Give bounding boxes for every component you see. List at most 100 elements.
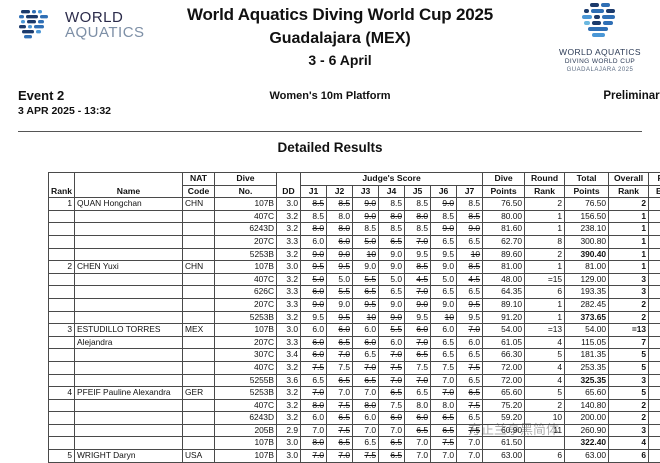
- cell-dd: 3.2: [277, 248, 301, 261]
- cell-rank: 3: [49, 324, 75, 337]
- judge-score: 6.5: [416, 387, 428, 397]
- judge-score-dropped: 9.0: [338, 249, 350, 259]
- cell-total-points: 260.90: [565, 424, 609, 437]
- judge-score: 9.0: [442, 261, 454, 271]
- judge-score-dropped: 8.0: [312, 223, 324, 233]
- cell-judge-6: 8.0: [431, 399, 457, 412]
- judge-score-dropped: 8.0: [312, 437, 324, 447]
- cell-total-points: 238.10: [565, 223, 609, 236]
- judge-score-dropped: 9.0: [442, 223, 454, 233]
- col-j6: J6: [431, 185, 457, 198]
- judge-score: 8.5: [468, 198, 480, 208]
- cell-round-rank: 4: [525, 361, 565, 374]
- judge-score: 7.0: [468, 450, 480, 460]
- col-total-points-l1: Total: [565, 173, 609, 186]
- cell-judge-7: 7.0: [457, 450, 483, 463]
- cell-judge-5: 6.0: [405, 412, 431, 425]
- cell-dd: 3.6: [277, 374, 301, 387]
- cell-dive-no: 107B: [215, 450, 277, 463]
- cell-judge-4: 9.0: [379, 248, 405, 261]
- cell-dd: 3.2: [277, 412, 301, 425]
- judge-score-dropped: 6.0: [364, 337, 376, 347]
- cell-name-cont: [75, 437, 183, 450]
- cell-rank-cont: [49, 349, 75, 362]
- cell-nat-cont: [183, 349, 215, 362]
- cell-round-rank: 11: [525, 424, 565, 437]
- judge-score: 6.5: [364, 437, 376, 447]
- cell-judge-1: 8.0: [301, 223, 327, 236]
- judge-score-dropped: 6.5: [338, 437, 350, 447]
- col-j5: J5: [405, 185, 431, 198]
- cell-round-rank: 4: [525, 336, 565, 349]
- judge-score-dropped: 6.5: [364, 375, 376, 385]
- cell-judge-2: 7.5: [327, 424, 353, 437]
- cell-judge-7: 9.0: [457, 223, 483, 236]
- judge-score: 6.0: [468, 337, 480, 347]
- judge-score-dropped: 7.0: [390, 375, 402, 385]
- judge-score-dropped: 9.0: [364, 198, 376, 208]
- judge-score-dropped: 7.5: [338, 400, 350, 410]
- cell-dd: 3.2: [277, 210, 301, 223]
- cell-judge-1: 5.0: [301, 273, 327, 286]
- cell-round-rank: 8: [525, 235, 565, 248]
- cell-name-cont: [75, 399, 183, 412]
- col-name: Name: [75, 173, 183, 198]
- cell-judge-3: 6.0: [353, 336, 379, 349]
- judge-score-dropped: 6.5: [390, 236, 402, 246]
- judge-score-dropped: 9.5: [364, 299, 376, 309]
- cell-round-rank: 1: [525, 223, 565, 236]
- col-points-behind-l1: Points: [649, 173, 660, 186]
- cell-dive-no: 307C: [215, 349, 277, 362]
- judge-score-dropped: 9.0: [312, 249, 324, 259]
- col-dive-no-l1: Dive: [215, 173, 277, 186]
- cell-points-behind: 38.10: [649, 412, 660, 425]
- judge-score: 7.0: [390, 425, 402, 435]
- judge-score: 7.0: [312, 425, 324, 435]
- cell-judge-2: 5.5: [327, 286, 353, 299]
- cell-judge-7: 6.0: [457, 336, 483, 349]
- cell-round-rank: 10: [525, 412, 565, 425]
- cell-judge-7: 6.5: [457, 387, 483, 400]
- judge-score-dropped: 7.0: [364, 362, 376, 372]
- cell-judge-5: 7.0: [405, 235, 431, 248]
- cell-total-points: 200.00: [565, 412, 609, 425]
- cell-total-points: 373.65: [565, 311, 609, 324]
- cell-judge-2: 6.5: [327, 437, 353, 450]
- cell-dive-points: 54.00: [483, 324, 525, 337]
- judge-score: 5.0: [338, 274, 350, 284]
- judge-score-dropped: 9.0: [390, 312, 402, 322]
- cell-dive-no: 5255B: [215, 374, 277, 387]
- cell-rank-cont: [49, 223, 75, 236]
- cell-points-behind: 56.75: [649, 349, 660, 362]
- judge-score-dropped: 5.0: [364, 236, 376, 246]
- cell-judge-1: 6.0: [301, 324, 327, 337]
- cell-round-rank: 6: [525, 450, 565, 463]
- cell-judge-3: 7.0: [353, 361, 379, 374]
- cell-judge-1: 9.5: [301, 311, 327, 324]
- judge-score-dropped: 7.0: [312, 450, 324, 460]
- cell-name-cont: [75, 311, 183, 324]
- cell-dd: 3.2: [277, 361, 301, 374]
- judge-score: 6.0: [312, 236, 324, 246]
- cell-dive-points: 48.00: [483, 273, 525, 286]
- header-divider: [18, 131, 642, 132]
- cell-judge-3: 9.0: [353, 210, 379, 223]
- judge-score: 6.5: [468, 236, 480, 246]
- judge-score: 7.5: [338, 362, 350, 372]
- cell-judge-4: 6.5: [379, 286, 405, 299]
- cell-dd: 3.0: [277, 437, 301, 450]
- judge-score-dropped: 6.0: [390, 412, 402, 422]
- cell-judge-5: 6.5: [405, 387, 431, 400]
- judge-score-dropped: 6.5: [338, 337, 350, 347]
- cell-judge-5: 7.5: [405, 361, 431, 374]
- event-datetime: 3 APR 2025 - 13:32: [18, 104, 111, 120]
- cell-judge-1: 9.0: [301, 298, 327, 311]
- cell-judge-5: 9.0: [405, 298, 431, 311]
- cell-overall-rank: 4: [609, 437, 649, 450]
- cell-judge-2: 6.5: [327, 412, 353, 425]
- cell-dive-no: 205B: [215, 424, 277, 437]
